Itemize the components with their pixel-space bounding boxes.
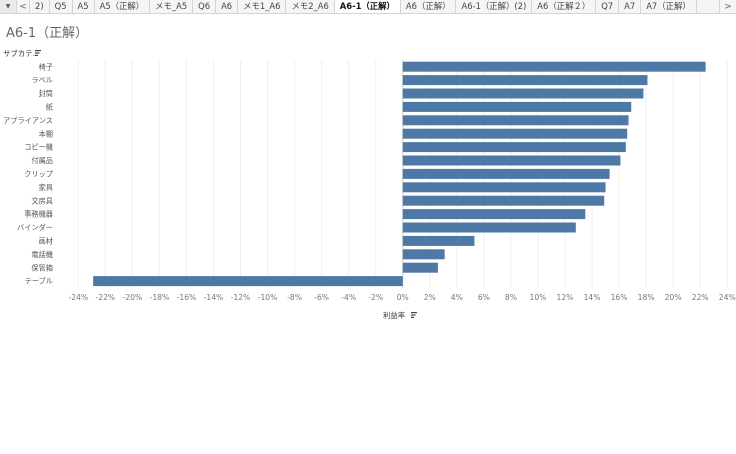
- x-tick-label: -12%: [231, 293, 251, 302]
- category-label: 家具: [39, 183, 53, 192]
- sort-icon[interactable]: [411, 312, 417, 318]
- row-header: サブカテ..: [3, 49, 37, 58]
- x-tick-label: 2%: [424, 293, 436, 302]
- category-label: 電話機: [31, 250, 53, 259]
- bar[interactable]: [402, 128, 628, 139]
- bar[interactable]: [402, 61, 706, 72]
- dropdown-triangle-icon[interactable]: ▼: [0, 0, 17, 13]
- x-tick-label: 0%: [397, 293, 409, 302]
- sheet-tab[interactable]: A6-1（正解）: [334, 0, 401, 13]
- chevron-right-icon[interactable]: >: [719, 0, 736, 13]
- sheet-tab[interactable]: Q7: [596, 0, 620, 13]
- category-label: コピー機: [24, 143, 53, 152]
- x-tick-label: 6%: [478, 293, 490, 302]
- bar[interactable]: [402, 168, 610, 179]
- sheet-tabs: 2) Q5 A5 A5（正解） メモ_A5 Q6 A6 メモ1_A6 メモ2_A6 A6-1（正解…: [30, 0, 719, 13]
- category-label: 紙: [46, 103, 53, 112]
- category-label: 文房具: [31, 196, 53, 205]
- bar[interactable]: [402, 75, 648, 86]
- x-tick-label: -24%: [68, 293, 88, 302]
- bar[interactable]: [402, 222, 576, 233]
- sheet-tab[interactable]: A6（正解）: [401, 0, 457, 13]
- category-label: 本棚: [39, 129, 53, 138]
- x-tick-label: 8%: [505, 293, 517, 302]
- sheet-tab[interactable]: A7（正解）: [641, 0, 697, 13]
- sheet-tab[interactable]: A6-1（正解）(2): [456, 0, 533, 13]
- x-tick-label: 12%: [557, 293, 574, 302]
- bar[interactable]: [402, 249, 445, 260]
- category-label: 付属品: [31, 156, 53, 165]
- page-title: A6-1（正解）: [6, 26, 89, 41]
- bars: [93, 61, 706, 287]
- x-tick-label: -10%: [258, 293, 278, 302]
- bar[interactable]: [93, 276, 403, 287]
- sheet-tab[interactable]: A5: [73, 0, 95, 13]
- x-tick-label: 10%: [530, 293, 547, 302]
- bar[interactable]: [402, 101, 632, 112]
- x-tick-label: -8%: [287, 293, 302, 302]
- bar[interactable]: [402, 235, 475, 246]
- category-labels: 椅子ラベル封筒紙アプライアンス本棚コピー機付属品クリップ家具文房具事務機器バイン…: [3, 62, 54, 285]
- x-tick-label: 16%: [611, 293, 628, 302]
- bar[interactable]: [402, 88, 644, 99]
- sheet-tab[interactable]: Q6: [193, 0, 217, 13]
- x-tick-label: -16%: [177, 293, 197, 302]
- category-label: 画材: [39, 237, 53, 246]
- category-label: バインダー: [17, 223, 53, 232]
- sheet-tab[interactable]: A7: [619, 0, 642, 13]
- sheet-tab[interactable]: Q5: [50, 0, 73, 13]
- category-label: 椅子: [39, 62, 53, 71]
- x-axis-label: 利益率: [383, 311, 406, 320]
- sheet-tab[interactable]: A6（正解２）: [532, 0, 597, 13]
- x-tick-label: -4%: [341, 293, 356, 302]
- bar[interactable]: [402, 182, 606, 193]
- x-tick-label: -14%: [204, 293, 224, 302]
- bar[interactable]: [402, 262, 438, 273]
- x-tick-label: 4%: [451, 293, 463, 302]
- x-tick-label: -20%: [123, 293, 143, 302]
- sheet-tab[interactable]: A5（正解）: [95, 0, 151, 13]
- sheet-tab[interactable]: メモ1_A6: [238, 0, 287, 13]
- x-tick-label: 20%: [665, 293, 682, 302]
- category-label: 事務機器: [24, 210, 53, 219]
- x-tick-label: -6%: [314, 293, 329, 302]
- x-tick-label: 22%: [692, 293, 709, 302]
- category-label: 保管箱: [31, 263, 53, 272]
- x-axis-ticks: -24% -22% -20% -18% -16% -14% -12% -10% -8% -6% -4…: [68, 293, 735, 302]
- bar[interactable]: [402, 142, 626, 153]
- x-tick-label: 24%: [719, 293, 736, 302]
- bar[interactable]: [402, 195, 605, 206]
- category-label: テーブル: [25, 277, 53, 286]
- x-tick-label: 18%: [638, 293, 655, 302]
- category-label: ラベル: [31, 76, 53, 85]
- sheet-tab[interactable]: メモ_A5: [150, 0, 194, 13]
- bar[interactable]: [402, 115, 629, 126]
- bar[interactable]: [402, 209, 586, 220]
- category-label: 封筒: [39, 89, 53, 98]
- x-tick-label: -2%: [368, 293, 383, 302]
- sheet-tab[interactable]: A6: [216, 0, 239, 13]
- sheet-tab[interactable]: 2): [30, 0, 50, 13]
- category-label: アプライアンス: [3, 116, 53, 125]
- sheet-tab[interactable]: メモ2_A6: [286, 0, 335, 13]
- bar[interactable]: [402, 155, 621, 166]
- x-tick-label: -22%: [96, 293, 116, 302]
- category-label: クリップ: [24, 170, 54, 179]
- x-tick-label: 14%: [584, 293, 601, 302]
- sheet-tab-bar: ▼ < 2) Q5 A5 A5（正解） メモ_A5 Q6 A6 メモ1_A6 メモ2_A6 A6-…: [0, 0, 736, 14]
- chevron-left-icon[interactable]: <: [17, 0, 30, 13]
- sort-icon[interactable]: [35, 50, 41, 56]
- x-tick-label: -18%: [150, 293, 170, 302]
